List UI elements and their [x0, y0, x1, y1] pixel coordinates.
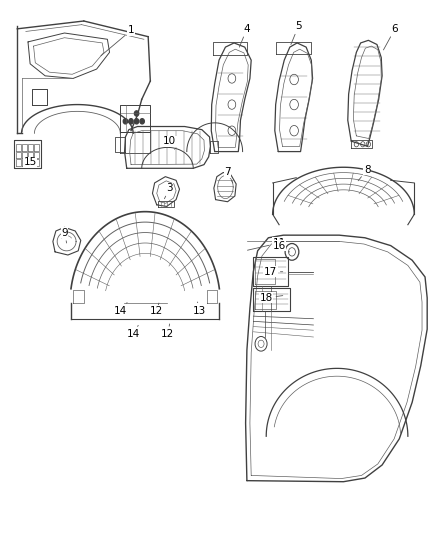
- Text: 14: 14: [127, 325, 140, 340]
- Text: 15: 15: [24, 157, 37, 167]
- Text: 12: 12: [161, 324, 174, 340]
- Text: 7: 7: [224, 167, 233, 183]
- Text: 10: 10: [163, 136, 176, 149]
- Circle shape: [140, 119, 144, 124]
- Text: 1: 1: [101, 26, 134, 56]
- Text: 11: 11: [247, 238, 286, 250]
- Text: 4: 4: [240, 24, 250, 47]
- Circle shape: [129, 119, 133, 124]
- Circle shape: [134, 119, 139, 124]
- Text: 3: 3: [164, 183, 173, 199]
- Text: 13: 13: [193, 302, 206, 316]
- Text: 9: 9: [61, 228, 68, 243]
- Text: 12: 12: [150, 303, 163, 316]
- Text: 14: 14: [113, 303, 127, 316]
- Circle shape: [123, 119, 127, 124]
- Text: 5: 5: [291, 21, 302, 45]
- Circle shape: [134, 111, 139, 116]
- Text: 18: 18: [260, 293, 283, 303]
- Text: 17: 17: [264, 266, 283, 277]
- Text: 6: 6: [383, 24, 398, 50]
- Text: 16: 16: [272, 240, 290, 252]
- Text: 8: 8: [358, 165, 371, 181]
